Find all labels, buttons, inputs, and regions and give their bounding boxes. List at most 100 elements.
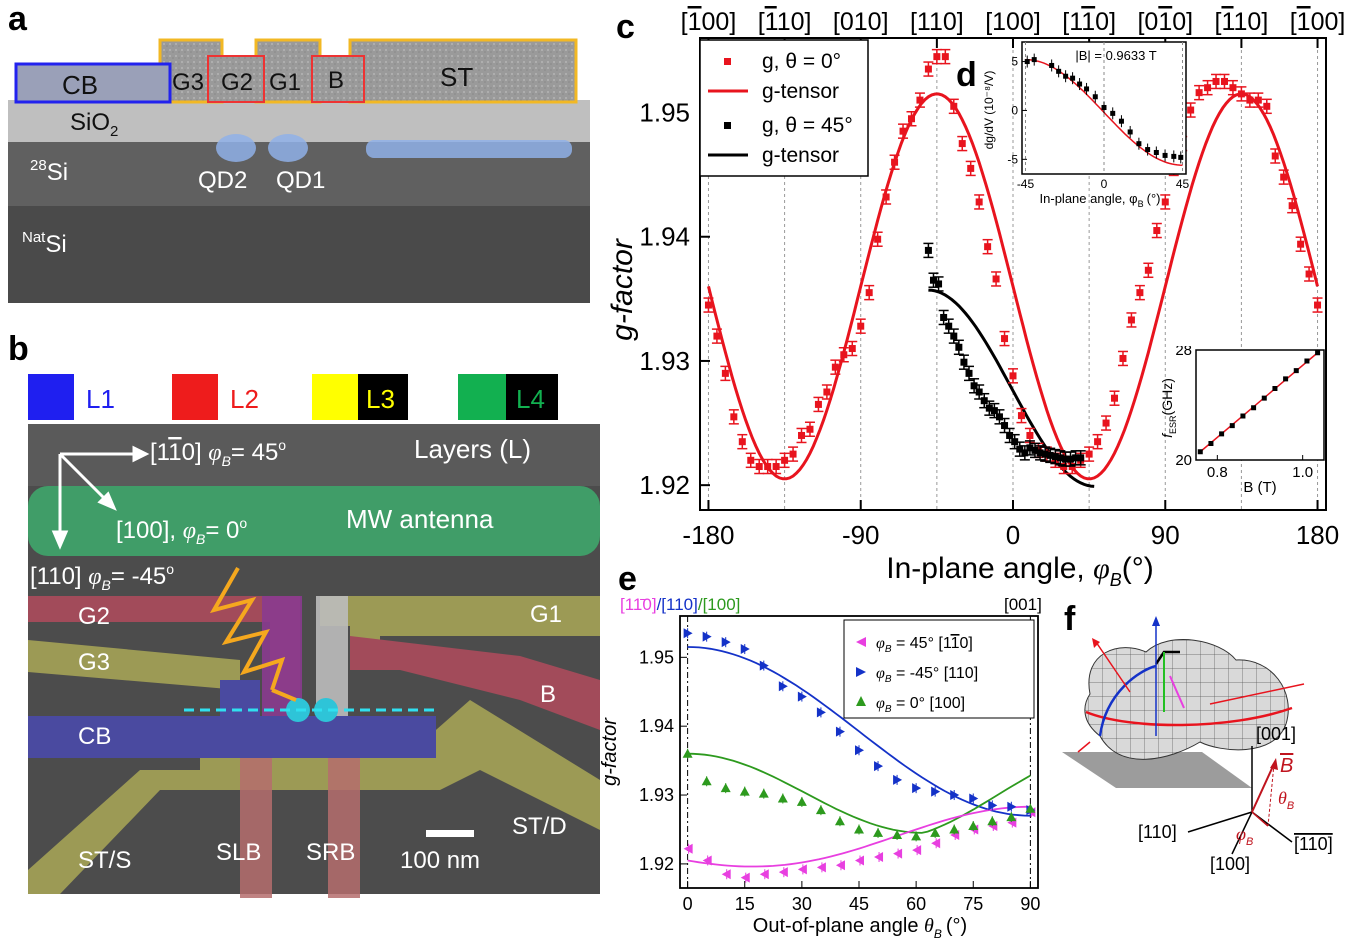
legend-l1-label: L1 (86, 384, 115, 414)
legend-l3-swatch (312, 374, 358, 420)
f-y-tick-label: 20 (1175, 452, 1192, 469)
red-data-point (755, 463, 763, 471)
g2-gate (28, 596, 300, 690)
x-tick-label: -90 (842, 520, 880, 550)
e-blue-point (969, 793, 979, 804)
red-data-point (984, 243, 992, 251)
black-data-point (990, 407, 998, 415)
e-green-point (796, 796, 807, 806)
red-data-point (1237, 90, 1245, 98)
e-green-point (987, 816, 998, 826)
e-green-point (1025, 803, 1036, 813)
si28-sup: 28 (30, 157, 47, 174)
panel-letter-e: e (618, 560, 637, 598)
f-x-tick-label: 1.0 (1292, 464, 1313, 481)
scale-label: 100 nm (400, 847, 480, 874)
svg-text:fESR(GHz): fESR(GHz) (1160, 378, 1178, 438)
f-data-point (1229, 423, 1235, 429)
f-data-point (1304, 358, 1310, 364)
red-data-point (1136, 289, 1144, 297)
d-data-point (1056, 68, 1062, 74)
sio2-sub: 2 (110, 123, 118, 140)
mw-antenna-label: MW antenna (346, 504, 494, 534)
panel-e-legend: φB = 45° [110] φB = -45° [110] φB = 0° [… (843, 619, 1035, 719)
x-tick-label: 0 (1006, 520, 1020, 550)
g1-plunger (316, 596, 348, 716)
red-data-point (721, 369, 729, 377)
f-data-point (1240, 413, 1246, 419)
black-data-point (1021, 449, 1029, 457)
e-blue-point (835, 726, 845, 737)
f-data-point (1272, 386, 1278, 391)
y-tick-label: 1.93 (639, 346, 690, 376)
d-data-point (1178, 154, 1184, 160)
e-magenta-point (874, 852, 884, 863)
black-data-point (1051, 453, 1059, 461)
sem-plane (1062, 752, 1252, 788)
red-data-point (1009, 372, 1017, 380)
red-data-point (1161, 198, 1169, 206)
e-blue-point (816, 707, 826, 718)
e-green-point (815, 805, 826, 815)
panel-e-ylabel: g-factor (599, 717, 621, 786)
microwave-icon (209, 567, 286, 691)
e-green-point (777, 793, 788, 803)
e-green-point (930, 827, 941, 837)
e-blue-point (740, 644, 750, 655)
panel-letter-c: c (616, 8, 635, 46)
legend-black-text: g, θ = 45° (762, 114, 853, 137)
e-magenta-point (893, 848, 903, 859)
legend-l4-swatch (458, 374, 506, 420)
g3-label: G3 (172, 69, 204, 96)
axis-100-label: [100] (1210, 854, 1250, 874)
black-data-point (1006, 431, 1014, 439)
e-magenta-point (835, 860, 845, 871)
f-data-point (1261, 395, 1267, 401)
red-data-point (1026, 431, 1034, 439)
black-data-point (960, 358, 968, 366)
e-blue-point (721, 637, 731, 648)
b-metal (311, 55, 365, 103)
red-data-point (713, 332, 721, 340)
e-x-tick-label: 15 (735, 894, 755, 914)
b-vector-label: B (1280, 755, 1293, 777)
red-data-point (992, 275, 1000, 283)
d-data-point (1118, 118, 1124, 124)
svg-text:[110] φB= 45o: [110] φB= 45o (150, 437, 286, 469)
red-data-point (1297, 240, 1305, 248)
e-green-point (682, 748, 693, 758)
panel-e-xlabel: Out-of-plane angle (753, 915, 924, 937)
panel-d-inset: -45 0 45 -5 0 5 |B| = 0.9633 T dg/dV (10⁻⁸/V)… (982, 41, 1190, 209)
panel-e-top-c: /[100] (698, 595, 741, 614)
slb-gate (240, 758, 272, 898)
e-blue-fit-line (687, 646, 1031, 817)
e-y-tick-label: 1.94 (639, 716, 674, 736)
g3-gate (28, 640, 240, 690)
d-data-point (1092, 94, 1098, 100)
top-axis-label: [100] (985, 8, 1041, 36)
red-data-point (907, 115, 915, 123)
x-tick-label: -180 (682, 520, 734, 550)
red-data-point (831, 363, 839, 371)
st-2deg (366, 140, 572, 158)
red-data-point (891, 158, 899, 166)
dir3-label: [110] (30, 563, 88, 590)
e-magenta-point (683, 843, 693, 854)
red-data-point (1017, 412, 1025, 420)
red-data-point (967, 164, 975, 172)
b-gate (350, 636, 600, 730)
e-magenta-point (797, 864, 807, 875)
red-data-point (1280, 173, 1288, 181)
e-blue-point (797, 691, 807, 702)
e-x-tick-label: 60 (906, 894, 926, 914)
panel-a-cross-section: CB G3 G2 G1 B ST SiO2 28Si QD2 QD1 NatSi (8, 38, 590, 303)
red-data-point (1271, 152, 1279, 160)
panel-c-ylabel: g-factor (606, 238, 639, 341)
black-data-point (929, 276, 937, 284)
d-data-point (1153, 149, 1159, 155)
black-data-point (955, 343, 963, 351)
panel-e-top-right: [001] (1004, 595, 1042, 614)
x-tick-label: 90 (1151, 520, 1180, 550)
red-data-point (1195, 89, 1203, 97)
dir1-label: [1 (150, 439, 170, 466)
